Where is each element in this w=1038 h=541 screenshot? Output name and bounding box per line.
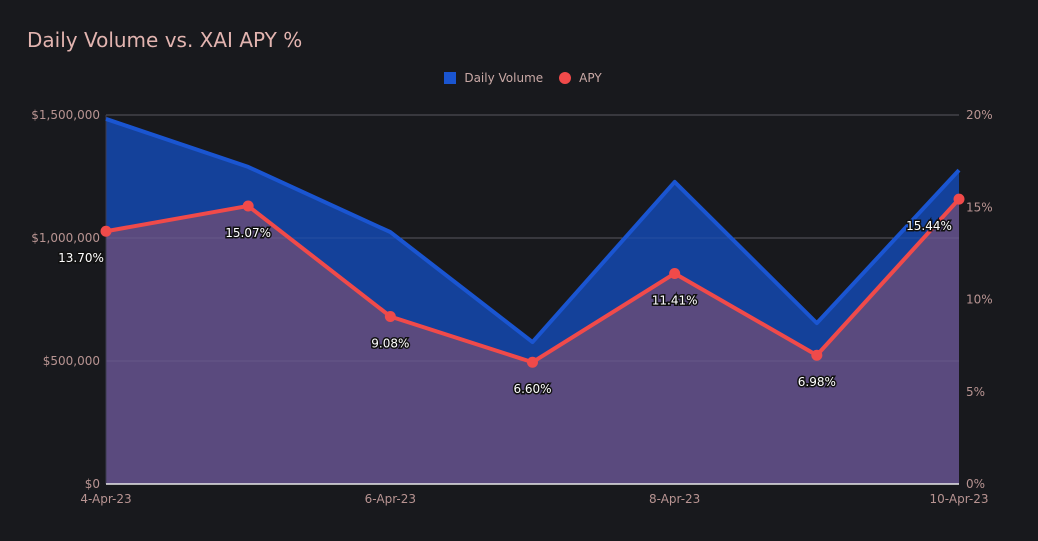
y-right-tick-label: 15%	[966, 200, 993, 214]
y-right-tick-label: 20%	[966, 108, 993, 122]
apy-data-label: 6.60%	[513, 382, 551, 396]
apy-point	[384, 310, 396, 322]
y-right-tick-label: 0%	[966, 477, 985, 491]
apy-point	[527, 356, 538, 368]
y-right-tick-label: 5%	[966, 385, 985, 399]
x-tick-label: 10-Apr-23	[930, 492, 989, 506]
y-left-tick-label: $1,000,000	[31, 231, 100, 245]
apy-data-label: 6.98%	[798, 375, 836, 389]
y-right-tick-label: 10%	[966, 293, 993, 307]
x-tick-label: 4-Apr-23	[80, 492, 131, 506]
x-tick-label: 8-Apr-23	[649, 492, 700, 506]
apy-data-label: 15.44%	[906, 219, 952, 233]
apy-point	[242, 200, 254, 212]
apy-data-label: 13.70%	[58, 251, 104, 265]
apy-data-label: 11.41%	[652, 293, 698, 307]
y-left-tick-label: $0	[85, 477, 100, 491]
apy-data-label: 15.07%	[225, 226, 271, 240]
y-left-tick-label: $500,000	[43, 354, 100, 368]
legend-dot-icon	[559, 72, 572, 84]
apy-point	[669, 267, 681, 279]
apy-data-label: 9.08%	[371, 336, 409, 350]
legend-item-apy[interactable]: APY	[559, 71, 602, 85]
apy-point	[953, 193, 965, 205]
legend-label-apy: APY	[579, 71, 602, 85]
apy-point	[811, 349, 823, 361]
volume-line	[105, 117, 961, 345]
chart-title: Daily Volume vs. XAI APY %	[27, 28, 303, 52]
legend: Daily Volume APY	[0, 71, 1038, 85]
apy-area	[106, 199, 959, 484]
y-left-tick-label: $1,500,000	[31, 108, 100, 122]
x-tick-label: 6-Apr-23	[365, 492, 416, 506]
legend-square-icon	[444, 72, 457, 84]
legend-item-daily-volume[interactable]: Daily Volume	[444, 71, 543, 85]
legend-label-daily-volume: Daily Volume	[464, 71, 544, 85]
apy-point	[100, 225, 112, 237]
